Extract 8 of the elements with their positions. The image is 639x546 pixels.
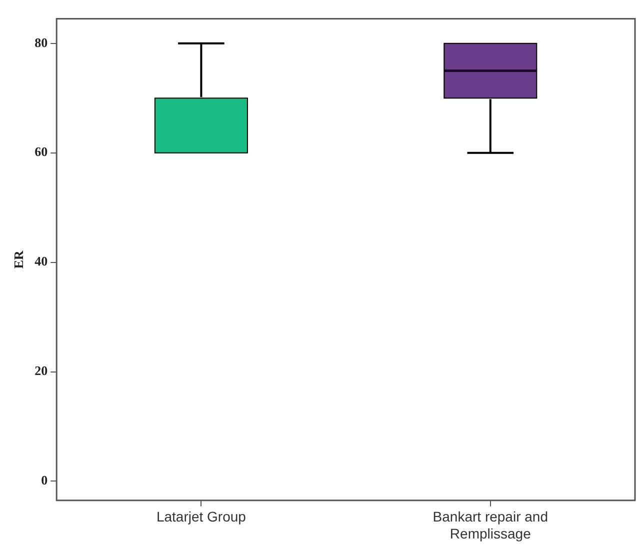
y-tick-label: 0 — [41, 472, 48, 488]
y-axis-title: ER — [11, 250, 26, 269]
y-tick-label: 20 — [34, 363, 48, 378]
y-tick-label: 80 — [34, 34, 48, 50]
x-tick-label: Latarjet Group — [156, 508, 246, 525]
y-tick-label: 40 — [34, 254, 48, 269]
x-tick-label: Bankart repair and Remplissage — [432, 508, 548, 542]
y-tick-label: 60 — [34, 144, 48, 160]
